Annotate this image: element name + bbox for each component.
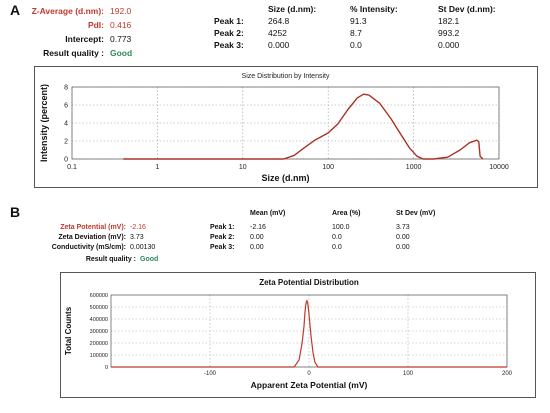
mean-header: Mean (mV) [250,210,286,217]
zeta-peak-1-mean: -2.16 [250,224,266,231]
zeta-deviation-label: Zeta Deviation (mV): [58,234,126,241]
zeta-distribution-chart: Zeta Potential Distribution 0 100000 200000… [64,278,513,390]
zeta-peak-2-mean: 0.00 [250,234,264,241]
x-tick-label: 200 [502,371,513,377]
zeta-peak-3-mean: 0.00 [250,244,264,251]
peak-3-size: 0.000 [268,40,290,50]
size-distribution-chart-frame: Size Distribution by Intensity 0 2 4 6 8 0.1 1 1… [34,66,538,188]
x-axis-label: Size (d.nm) [261,173,309,183]
x-tick-label: -100 [204,371,217,377]
size-header: Size (d.nm): [268,4,317,14]
y-tick-label: 600000 [90,293,108,299]
zeta-potential-value: -2.16 [130,224,146,231]
stdev-header: St Dev (d.nm): [438,4,496,14]
zeta-peak-2-stdev: 0.00 [396,234,410,241]
panel-b-letter: B [10,204,21,220]
conductivity-label: Conductivity (mS/cm): [51,244,126,251]
x-tick-label: 100 [403,371,414,377]
y-tick-label: 4 [64,121,68,128]
zeta-stdev-header: St Dev (mV) [396,210,436,217]
peak-1-size: 264.8 [268,16,290,26]
result-quality-label: Result quality : [43,48,104,58]
zeta-peak-3-area: 0.0 [332,244,342,251]
zeta-result-quality-label: Result quality : [85,256,136,263]
result-quality-value: Good [110,48,133,58]
peak-3-stdev: 0.000 [438,40,460,50]
zeta-distribution-chart-frame: Zeta Potential Distribution 0 100000 200000… [60,272,536,398]
panel-b-peak-table: Mean (mV) Area (%) St Dev (mV) Peak 1: -… [210,210,540,254]
peak-2-label: Peak 2: [214,28,244,38]
peak-1-stdev: 182.1 [438,16,460,26]
intercept-label: Intercept: [65,34,104,44]
x-tick-label: 10000 [489,164,509,171]
chart-title: Zeta Potential Distribution [259,278,359,287]
area-header: Area (%) [332,210,361,217]
zeta-peak-1-stdev: 3.73 [396,224,410,231]
pdi-label: PdI: [87,20,104,30]
y-axis-label: Total Counts [64,306,73,355]
y-tick-label: 6 [64,103,68,110]
panel-a-summary: Z-Average (d.nm): 192.0 PdI: 0.416 Inter… [20,6,200,64]
panel-a-peak-table: Size (d.nm): % Intensity: St Dev (d.nm):… [210,4,540,52]
conductivity-value: 0.00130 [130,244,156,251]
x-tick-label: 100 [322,164,334,171]
peak-2-size: 4252 [268,28,287,38]
size-distribution-line [123,93,484,160]
y-tick-label: 200000 [90,341,108,347]
y-tick-label: 500000 [90,305,108,311]
panel-a-letter: A [10,2,21,18]
peak-3-label: Peak 3: [214,40,244,50]
panel-b-summary: Zeta Potential (mV): -2.16 Zeta Deviatio… [6,210,196,264]
y-tick-label: 300000 [90,329,108,335]
y-tick-label: 0 [64,157,68,164]
peak-3-intensity: 0.0 [350,40,362,50]
chart-title: Size Distribution by Intensity [242,73,330,80]
peak-2-intensity: 8.7 [350,28,362,38]
plot-area [110,294,508,368]
y-tick-label: 400000 [90,317,108,323]
zeta-result-quality-value: Good [140,256,159,263]
zeta-peak-3-label: Peak 3: [210,244,235,251]
zeta-deviation-value: 3.73 [130,234,144,241]
z-average-label: Z-Average (d.nm): [31,6,104,16]
zeta-peak-1-area: 100.0 [332,224,350,231]
z-average-value: 192.0 [110,6,132,16]
zeta-peak-2-area: 0.0 [332,234,342,241]
pdi-value: 0.416 [110,20,132,30]
y-tick-label: 8 [64,85,68,92]
x-tick-label: 1 [155,164,159,171]
zeta-peak-3-stdev: 0.00 [396,244,410,251]
size-distribution-chart: Size Distribution by Intensity 0 2 4 6 8 0.1 1 1… [39,73,509,183]
x-axis-label: Apparent Zeta Potential (mV) [251,380,368,390]
x-tick-label: 0.1 [67,164,77,171]
zeta-peak-2-label: Peak 2: [210,234,235,241]
x-tick-label: 10 [239,164,247,171]
zeta-distribution-line [111,299,507,368]
x-tick-label: 0 [307,371,311,377]
x-tick-label: 1000 [406,164,422,171]
peak-1-intensity: 91.3 [350,16,367,26]
y-tick-label: 2 [64,139,68,146]
peak-2-stdev: 993.2 [438,28,460,38]
intensity-header: % Intensity: [350,4,398,14]
peak-1-label: Peak 1: [214,16,244,26]
zeta-potential-label: Zeta Potential (mV): [60,224,126,231]
y-tick-label: 0 [105,365,108,371]
zeta-peak-1-label: Peak 1: [210,224,235,231]
intercept-value: 0.773 [110,34,132,44]
y-tick-label: 100000 [90,353,108,359]
y-axis-label: Intensity (percent) [39,84,49,162]
